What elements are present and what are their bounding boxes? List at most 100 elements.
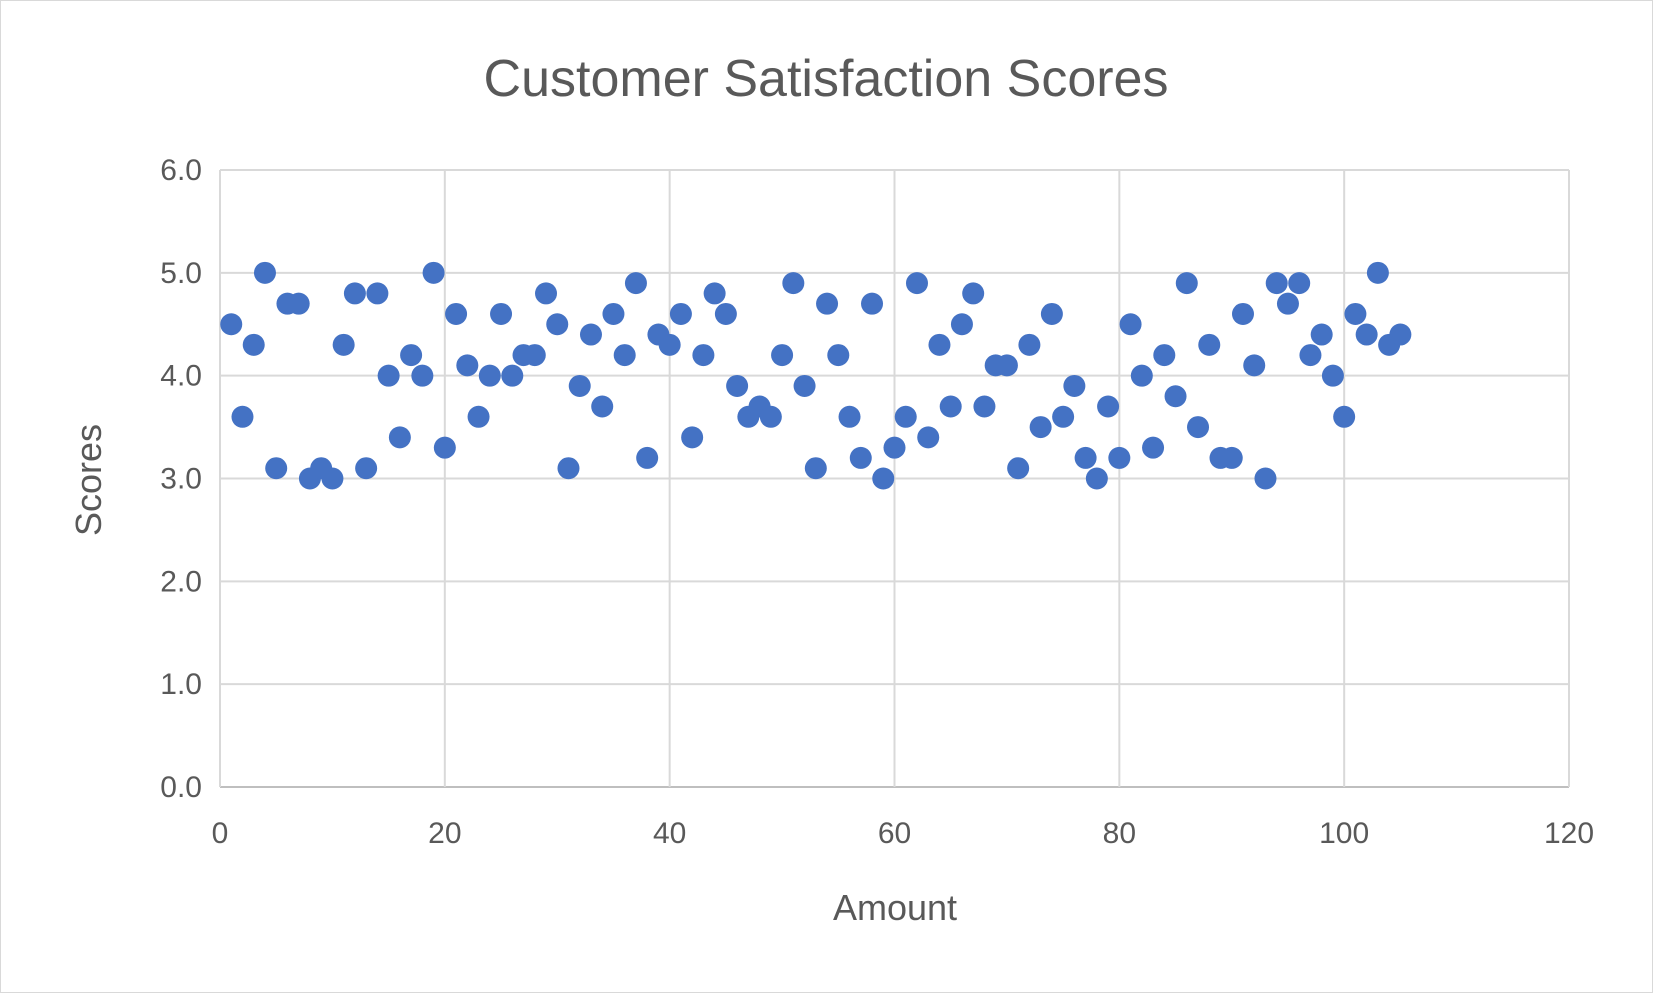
y-tick-label: 4.0	[160, 360, 202, 393]
data-point	[1119, 313, 1142, 336]
data-point	[1265, 272, 1288, 295]
data-point	[1074, 446, 1097, 469]
data-point	[355, 457, 378, 480]
data-point	[1097, 395, 1120, 418]
data-point	[1243, 354, 1266, 377]
data-point	[1175, 272, 1198, 295]
data-point	[1063, 374, 1086, 397]
x-tick-label: 120	[1544, 817, 1594, 850]
data-point	[557, 457, 580, 480]
data-point	[388, 426, 411, 449]
data-point	[849, 446, 872, 469]
data-point	[1220, 446, 1243, 469]
data-point	[411, 364, 434, 387]
data-points	[220, 261, 1412, 490]
data-point	[804, 457, 827, 480]
data-point	[568, 374, 591, 397]
data-point	[917, 426, 940, 449]
data-point	[332, 333, 355, 356]
data-point	[501, 364, 524, 387]
data-point	[1052, 405, 1075, 428]
data-point	[242, 333, 265, 356]
data-point	[456, 354, 479, 377]
data-point	[1142, 436, 1165, 459]
data-point	[1366, 261, 1389, 284]
data-point	[1389, 323, 1412, 346]
data-point	[523, 344, 546, 367]
data-point	[939, 395, 962, 418]
data-point	[838, 405, 861, 428]
y-tick-label: 5.0	[160, 257, 202, 290]
data-point	[861, 292, 884, 315]
data-point	[1018, 333, 1041, 356]
data-point	[1153, 344, 1176, 367]
data-point	[377, 364, 400, 387]
data-point	[624, 272, 647, 295]
data-point	[658, 333, 681, 356]
y-axis-ticks: 0.0 1.0 2.0 3.0 4.0 5.0 6.0	[160, 154, 202, 804]
data-point	[253, 261, 276, 284]
data-point	[962, 282, 985, 305]
y-tick-label: 6.0	[160, 154, 202, 187]
data-point	[827, 344, 850, 367]
data-point	[872, 467, 895, 490]
data-point	[973, 395, 996, 418]
data-point	[1007, 457, 1030, 480]
data-point	[602, 302, 625, 325]
data-point	[950, 313, 973, 336]
data-point	[1333, 405, 1356, 428]
data-point	[1198, 333, 1221, 356]
data-point	[478, 364, 501, 387]
data-point	[782, 272, 805, 295]
data-point	[1231, 302, 1254, 325]
chart-title: Customer Satisfaction Scores	[484, 50, 1169, 108]
data-point	[1040, 302, 1063, 325]
data-point	[591, 395, 614, 418]
data-point	[422, 261, 445, 284]
data-point	[1288, 272, 1311, 295]
data-point	[231, 405, 254, 428]
data-point	[613, 344, 636, 367]
data-point	[1164, 385, 1187, 408]
data-point	[905, 272, 928, 295]
data-point	[669, 302, 692, 325]
x-axis-title: Amount	[833, 887, 957, 928]
data-point	[445, 302, 468, 325]
data-point	[883, 436, 906, 459]
data-point	[1321, 364, 1344, 387]
data-point	[467, 405, 490, 428]
data-point	[703, 282, 726, 305]
data-point	[343, 282, 366, 305]
data-point	[1254, 467, 1277, 490]
data-point	[771, 344, 794, 367]
y-tick-label: 3.0	[160, 463, 202, 496]
y-tick-label: 0.0	[160, 771, 202, 804]
data-point	[692, 344, 715, 367]
data-point	[1276, 292, 1299, 315]
data-point	[265, 457, 288, 480]
x-tick-label: 80	[1103, 817, 1136, 850]
data-point	[995, 354, 1018, 377]
data-point	[759, 405, 782, 428]
x-tick-label: 60	[878, 817, 911, 850]
data-point	[1299, 344, 1322, 367]
data-point	[928, 333, 951, 356]
y-axis-title: Scores	[68, 424, 109, 536]
x-axis-ticks: 0 20 40 60 80 100 120	[212, 817, 1594, 850]
data-point	[1085, 467, 1108, 490]
data-point	[714, 302, 737, 325]
data-point	[1029, 416, 1052, 439]
data-point	[220, 313, 243, 336]
x-tick-label: 20	[428, 817, 461, 850]
data-point	[726, 374, 749, 397]
data-point	[816, 292, 839, 315]
data-point	[681, 426, 704, 449]
data-point	[287, 292, 310, 315]
data-point	[433, 436, 456, 459]
x-tick-label: 0	[212, 817, 229, 850]
data-point	[546, 313, 569, 336]
data-point	[1187, 416, 1210, 439]
gridlines	[219, 169, 1570, 788]
